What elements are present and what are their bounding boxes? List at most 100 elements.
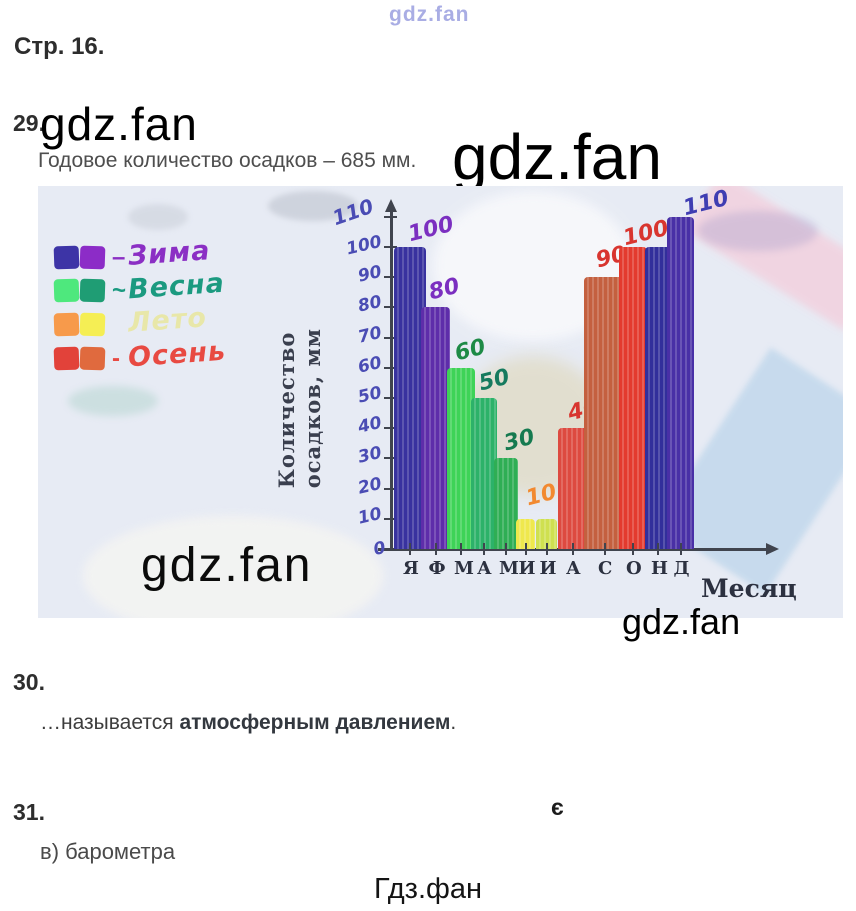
y-tick (384, 246, 397, 248)
month-label-3: А (477, 558, 492, 579)
legend-swatch (53, 346, 80, 371)
task-31-number: 31. (13, 799, 45, 825)
watermark-task29: gdz.fan (40, 98, 198, 150)
y-tick-label: 20 (356, 473, 384, 499)
legend-swatch (53, 278, 80, 303)
legend-label: Лето (127, 302, 208, 339)
watermark-below-photo: gdz.fan (622, 601, 741, 642)
y-tick (384, 487, 397, 490)
pencil-smudge-1 (268, 191, 358, 221)
legend-label: Зима (127, 235, 212, 272)
y-axis-line (390, 210, 393, 551)
y-tick (384, 397, 397, 399)
bar-Н-100 (645, 247, 671, 549)
y-tick (384, 276, 397, 279)
y-tick (384, 366, 397, 369)
task-30-text-bold: атмосферным давлением (179, 711, 451, 734)
task-30-number: 30. (13, 669, 45, 695)
teal-bleed-smudge (68, 386, 158, 416)
y-tick-label: 90 (356, 262, 384, 287)
x-axis-arrow (766, 543, 779, 555)
page-footer: Гдз.фан (374, 873, 483, 905)
x-tick (679, 543, 682, 555)
bar-М-30 (494, 458, 518, 549)
legend-swatch (53, 245, 80, 270)
month-label-4: М (499, 558, 519, 579)
bar-И-10 (536, 518, 557, 549)
bar-Я-100 (394, 247, 426, 549)
legend-dash: ~ (112, 277, 127, 304)
y-axis-title-line2: осадков, мм (300, 328, 325, 489)
y-axis-arrow (385, 199, 397, 212)
bar-А-40 (558, 428, 588, 549)
y-tick (384, 215, 397, 218)
x-axis-title: Месяц (701, 574, 797, 603)
stray-mark: є (551, 794, 564, 820)
legend-swatch (79, 346, 106, 371)
month-label-8: С (598, 558, 613, 579)
task-30-text-end: . (450, 711, 457, 734)
x-tick (604, 543, 606, 555)
y-tick-label: 100 (344, 231, 384, 260)
month-label-9: О (626, 558, 642, 579)
month-label-7: А (566, 558, 581, 579)
y-tick-label: 40 (356, 413, 384, 438)
legend-dash: – (112, 244, 126, 271)
month-label-6: И (539, 558, 557, 579)
bar-value-label: 100 (620, 215, 672, 252)
month-label-1: Ф (428, 558, 446, 579)
y-tick-label: 80 (356, 292, 384, 318)
task-29-number: 29. (13, 110, 45, 136)
x-tick (409, 543, 411, 555)
y-tick (384, 427, 397, 430)
bar-Ф-80 (421, 307, 450, 549)
y-tick-label: 50 (356, 382, 384, 408)
task-29-answer: Годовое количество осадков – 685 мм. (38, 149, 417, 172)
watermark-top: gdz.fan (389, 3, 470, 26)
task-31-answer: в) барометра (40, 839, 176, 864)
month-label-5: И (518, 558, 536, 579)
y-tick-label: 60 (356, 352, 384, 378)
bar-Д-110 (667, 216, 694, 549)
legend-swatch (79, 245, 106, 270)
bar-А-50 (471, 398, 497, 549)
y-tick (384, 336, 397, 339)
month-label-2: М (454, 558, 474, 579)
watermark-photo: gdz.fan (141, 539, 313, 592)
pencil-smudge-2 (128, 204, 188, 230)
y-axis-title: Количество осадков, мм (274, 328, 326, 488)
x-tick (572, 543, 574, 555)
legend-label: Осень (127, 335, 227, 374)
workbook-photo: – Зима ~ Весна Лето - Осень Количество осадков… (38, 186, 843, 618)
month-label-0: Я (403, 558, 419, 579)
paper-white-blob (83, 516, 383, 618)
y-tick (384, 306, 397, 309)
y-tick (384, 457, 397, 460)
ink-bleed-smudge (698, 211, 818, 251)
bar-О-100 (619, 247, 647, 549)
x-tick (657, 543, 659, 555)
legend-dash: - (112, 345, 120, 372)
page-heading: Стр. 16. (14, 33, 105, 60)
x-tick (483, 543, 485, 555)
y-tick-label: 10 (356, 503, 384, 529)
y-tick-label: 70 (356, 322, 384, 348)
legend-swatch (53, 312, 80, 337)
y-axis-title-line1: Количество (274, 331, 299, 489)
legend-swatch (79, 278, 106, 303)
x-tick (505, 543, 507, 555)
y-tick (384, 517, 397, 520)
legend-label: Весна (127, 267, 226, 306)
bar-М-60 (447, 367, 475, 549)
x-tick (545, 543, 548, 555)
bar-И-10 (516, 518, 535, 549)
legend-swatch (79, 312, 106, 337)
x-tick (524, 543, 527, 555)
x-tick (632, 543, 634, 555)
watermark-large: gdz.fan (452, 121, 662, 193)
task-30-answer: …называется атмосферным давлением. (40, 711, 456, 735)
x-tick (434, 543, 437, 555)
month-label-10: Н (651, 558, 669, 579)
x-tick (460, 543, 462, 555)
month-label-11: Д (673, 558, 690, 579)
